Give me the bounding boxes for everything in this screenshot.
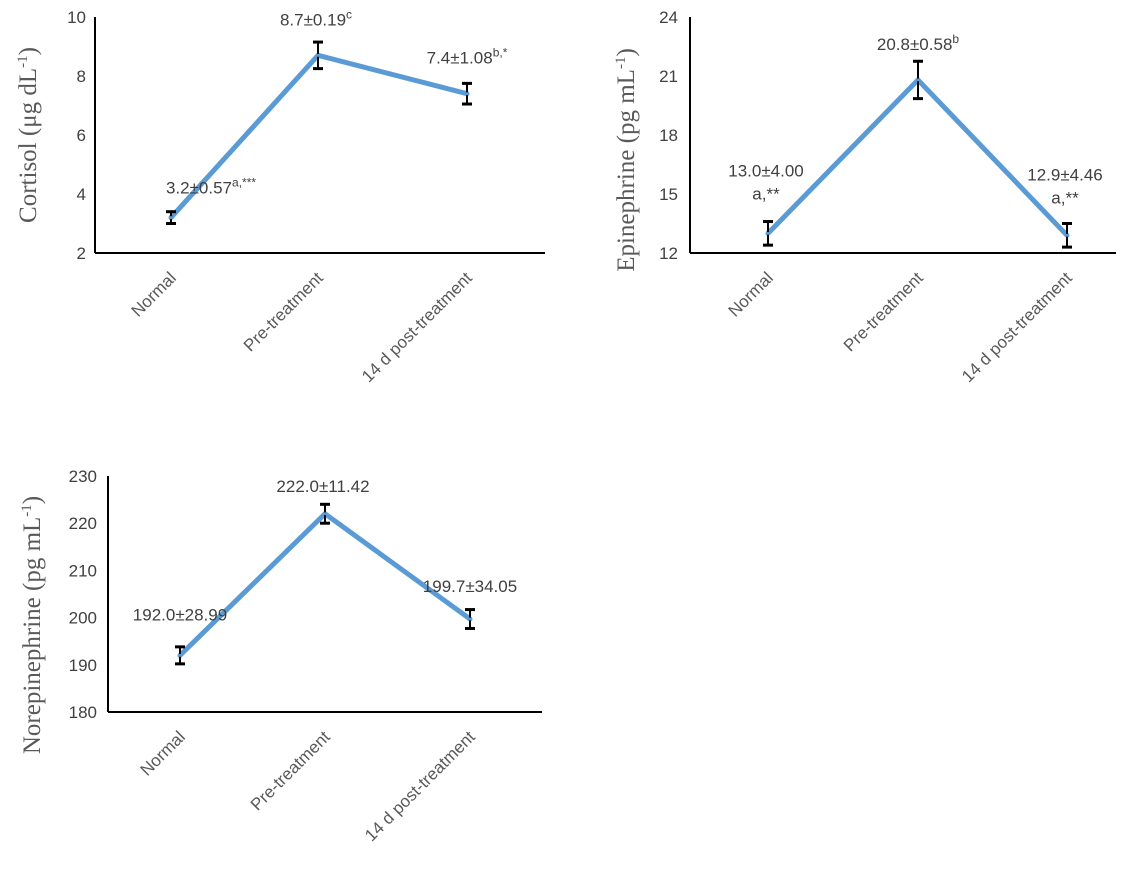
data-label: 222.0±11.42 [276, 477, 369, 496]
x-category-label: Pre-treatment [247, 727, 334, 814]
chart-panel-3: 180 190 200 210 220 230 Norepinephrine (pg mL-… [19, 467, 542, 845]
data-label: 8.7±0.19c [280, 7, 352, 29]
data-point [1065, 233, 1069, 237]
data-label: 199.7±34.05 [423, 577, 517, 596]
data-label: 13.0±4.00 [728, 161, 804, 180]
y-tick-label: 180 [69, 703, 97, 722]
data-label: 20.8±0.58b [877, 32, 960, 54]
y-axis-title: Norepinephrine (pg mL-1) [19, 496, 46, 754]
y-axis-title: Epinephrine (pg mL-1) [613, 48, 640, 272]
y-tick-label: 190 [69, 656, 97, 675]
data-point [465, 92, 469, 96]
y-tick-label: 8 [77, 67, 86, 86]
x-category-label: 14 d post-treatment [361, 727, 479, 845]
y-axis-title: Cortisol (μg dL-1) [15, 47, 42, 223]
y-tick-label: 12 [659, 244, 678, 263]
data-point [316, 53, 320, 57]
data-point [766, 231, 770, 235]
y-tick-label: 230 [69, 467, 97, 486]
data-point [916, 78, 920, 82]
chart-panel-2: 12 15 18 21 24 Epinephrine (pg mL-1) Normal Pre… [613, 8, 1116, 386]
y-tick-label: 21 [659, 67, 678, 86]
x-category-label: Pre-treatment [840, 268, 927, 355]
data-point [178, 653, 182, 657]
series-line [765, 77, 1070, 238]
y-tick-label: 15 [659, 185, 678, 204]
x-category-label: Normal [128, 268, 180, 320]
y-tick-label: 2 [77, 244, 86, 263]
y-tick-label: 220 [69, 514, 97, 533]
y-tick-label: 210 [69, 561, 97, 580]
data-point [169, 216, 173, 220]
x-category-label: 14 d post-treatment [958, 268, 1076, 386]
y-tick-label: 24 [659, 8, 678, 27]
x-category-label: Pre-treatment [240, 268, 327, 355]
data-label: 12.9±4.46 [1027, 165, 1103, 184]
y-tick-label: 4 [77, 185, 86, 204]
data-label: 192.0±28.99 [133, 605, 227, 624]
data-label-annotation: a,** [752, 184, 780, 203]
data-label: 7.4±1.08b,* [427, 46, 508, 68]
x-category-label: Normal [725, 268, 777, 320]
x-category-label: 14 d post-treatment [358, 268, 476, 386]
y-tick-label: 10 [67, 8, 86, 27]
data-point [468, 617, 472, 621]
y-tick-label: 6 [77, 126, 86, 145]
data-label: 3.2±0.57a,*** [166, 176, 256, 198]
chart-panel-1: 2 4 6 8 10 Cortisol (μg dL-1) Normal Pre-treatm… [15, 7, 545, 386]
x-category-label: Normal [137, 727, 189, 779]
data-label-annotation: a,** [1051, 188, 1079, 207]
y-tick-label: 200 [69, 609, 97, 628]
data-point [323, 512, 327, 516]
y-tick-label: 18 [659, 126, 678, 145]
